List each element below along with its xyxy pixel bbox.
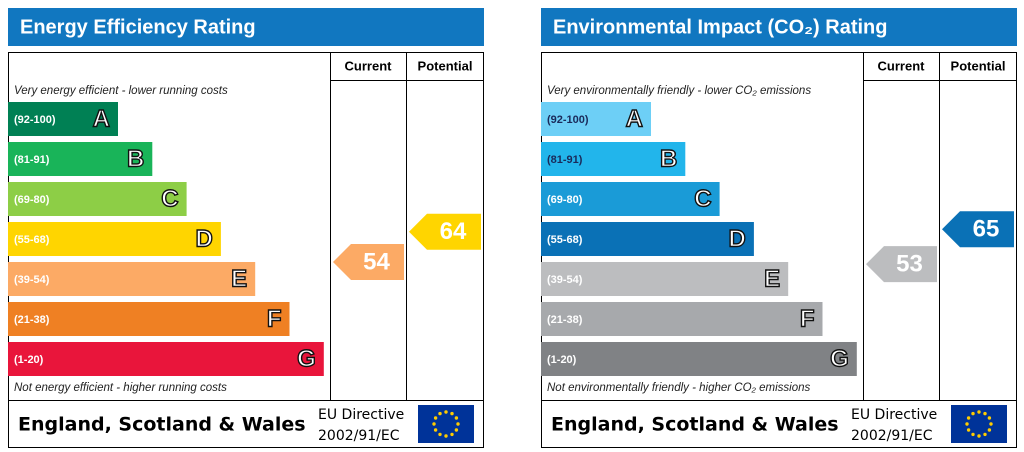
bottom-note: Not environmentally friendly - higher CO… — [547, 382, 810, 394]
rating-band — [541, 182, 720, 216]
rating-arrow — [942, 211, 1014, 248]
rating-arrow — [409, 213, 481, 250]
directive-line1: EU Directive — [318, 407, 404, 423]
potential-header: Potential — [418, 58, 473, 73]
band-letter: E — [764, 265, 780, 292]
directive-line1: EU Directive — [851, 407, 937, 423]
title-bar — [8, 8, 484, 46]
eu-star — [977, 434, 981, 438]
eu-star — [433, 428, 438, 432]
eu-star — [983, 411, 987, 416]
current-header: Current — [345, 58, 393, 73]
panel-title: Environmental Impact (CO₂) Rating — [553, 16, 887, 38]
top-note: Very environmentally friendly - lower CO… — [547, 85, 811, 97]
region: England, Scotland & Wales — [18, 414, 306, 436]
eu-star — [454, 416, 459, 420]
band-letter: C — [694, 185, 711, 212]
eu-star — [433, 416, 438, 420]
directive-line2: 2002/91/EC — [851, 428, 933, 444]
eu-star — [438, 411, 442, 416]
eu-star — [989, 422, 993, 426]
band-range: (69-80) — [14, 194, 50, 206]
band-letter: F — [267, 305, 282, 332]
current-value: 54 — [363, 248, 390, 275]
band-letter: B — [660, 145, 677, 172]
rating-band — [541, 342, 857, 376]
band-range: (81-91) — [14, 154, 50, 166]
potential-header: Potential — [951, 58, 1006, 73]
band-range: (39-54) — [14, 274, 50, 286]
band-range: (92-100) — [547, 114, 589, 126]
band-letter: G — [830, 345, 849, 372]
band-range: (39-54) — [547, 274, 583, 286]
band-range: (55-68) — [547, 234, 583, 246]
band-range: (81-91) — [547, 154, 583, 166]
eu-star — [444, 434, 448, 438]
potential-value: 64 — [440, 218, 467, 245]
top-note: Very energy efficient - lower running co… — [14, 85, 228, 97]
rating-band — [8, 102, 118, 136]
rating-arrow — [333, 244, 404, 280]
eu-star — [450, 432, 454, 437]
band-range: (21-38) — [14, 314, 50, 326]
rating-band — [541, 222, 754, 256]
band-letter: A — [93, 105, 110, 132]
directive-line2: 2002/91/EC — [318, 428, 400, 444]
eu-star — [454, 428, 459, 432]
band-letter: G — [297, 345, 316, 372]
region: England, Scotland & Wales — [551, 414, 839, 436]
current-header: Current — [878, 58, 926, 73]
eu-star — [444, 410, 448, 414]
eu-star — [971, 432, 975, 437]
band-letter: D — [196, 225, 213, 252]
band-range: (21-38) — [547, 314, 583, 326]
eu-star — [983, 432, 987, 437]
band-letter: E — [231, 265, 247, 292]
rating-arrow — [866, 246, 937, 283]
bottom-note: Not energy efficient - higher running co… — [14, 382, 227, 394]
band-range: (1-20) — [14, 354, 44, 366]
eu-star — [966, 428, 971, 432]
rating-band — [541, 302, 823, 336]
band-letter: D — [729, 225, 746, 252]
band-range: (69-80) — [547, 194, 583, 206]
eu-star — [450, 411, 454, 416]
current-value: 53 — [896, 250, 923, 277]
rating-band — [8, 182, 187, 216]
eu-star — [977, 410, 981, 414]
rating-band — [541, 142, 686, 176]
band-letter: F — [800, 305, 815, 332]
rating-band — [8, 302, 290, 336]
rating-band — [541, 262, 789, 296]
eu-star — [971, 411, 975, 416]
band-range: (55-68) — [14, 234, 50, 246]
rating-band — [541, 102, 651, 136]
eu-star — [966, 416, 971, 420]
rating-band — [8, 222, 221, 256]
rating-band — [8, 262, 256, 296]
band-range: (1-20) — [547, 354, 577, 366]
eu-star — [965, 422, 969, 426]
band-letter: A — [626, 105, 643, 132]
panel-title: Energy Efficiency Rating — [20, 16, 256, 38]
band-range: (92-100) — [14, 114, 56, 126]
eu-star — [987, 428, 992, 432]
eu-star — [432, 422, 436, 426]
rating-band — [8, 142, 153, 176]
potential-value: 65 — [973, 216, 1000, 243]
eu-star — [456, 422, 460, 426]
eu-star — [987, 416, 992, 420]
rating-band — [8, 342, 324, 376]
title-bar — [541, 8, 1017, 46]
eu-star — [438, 432, 442, 437]
band-letter: B — [127, 145, 144, 172]
band-letter: C — [161, 185, 178, 212]
